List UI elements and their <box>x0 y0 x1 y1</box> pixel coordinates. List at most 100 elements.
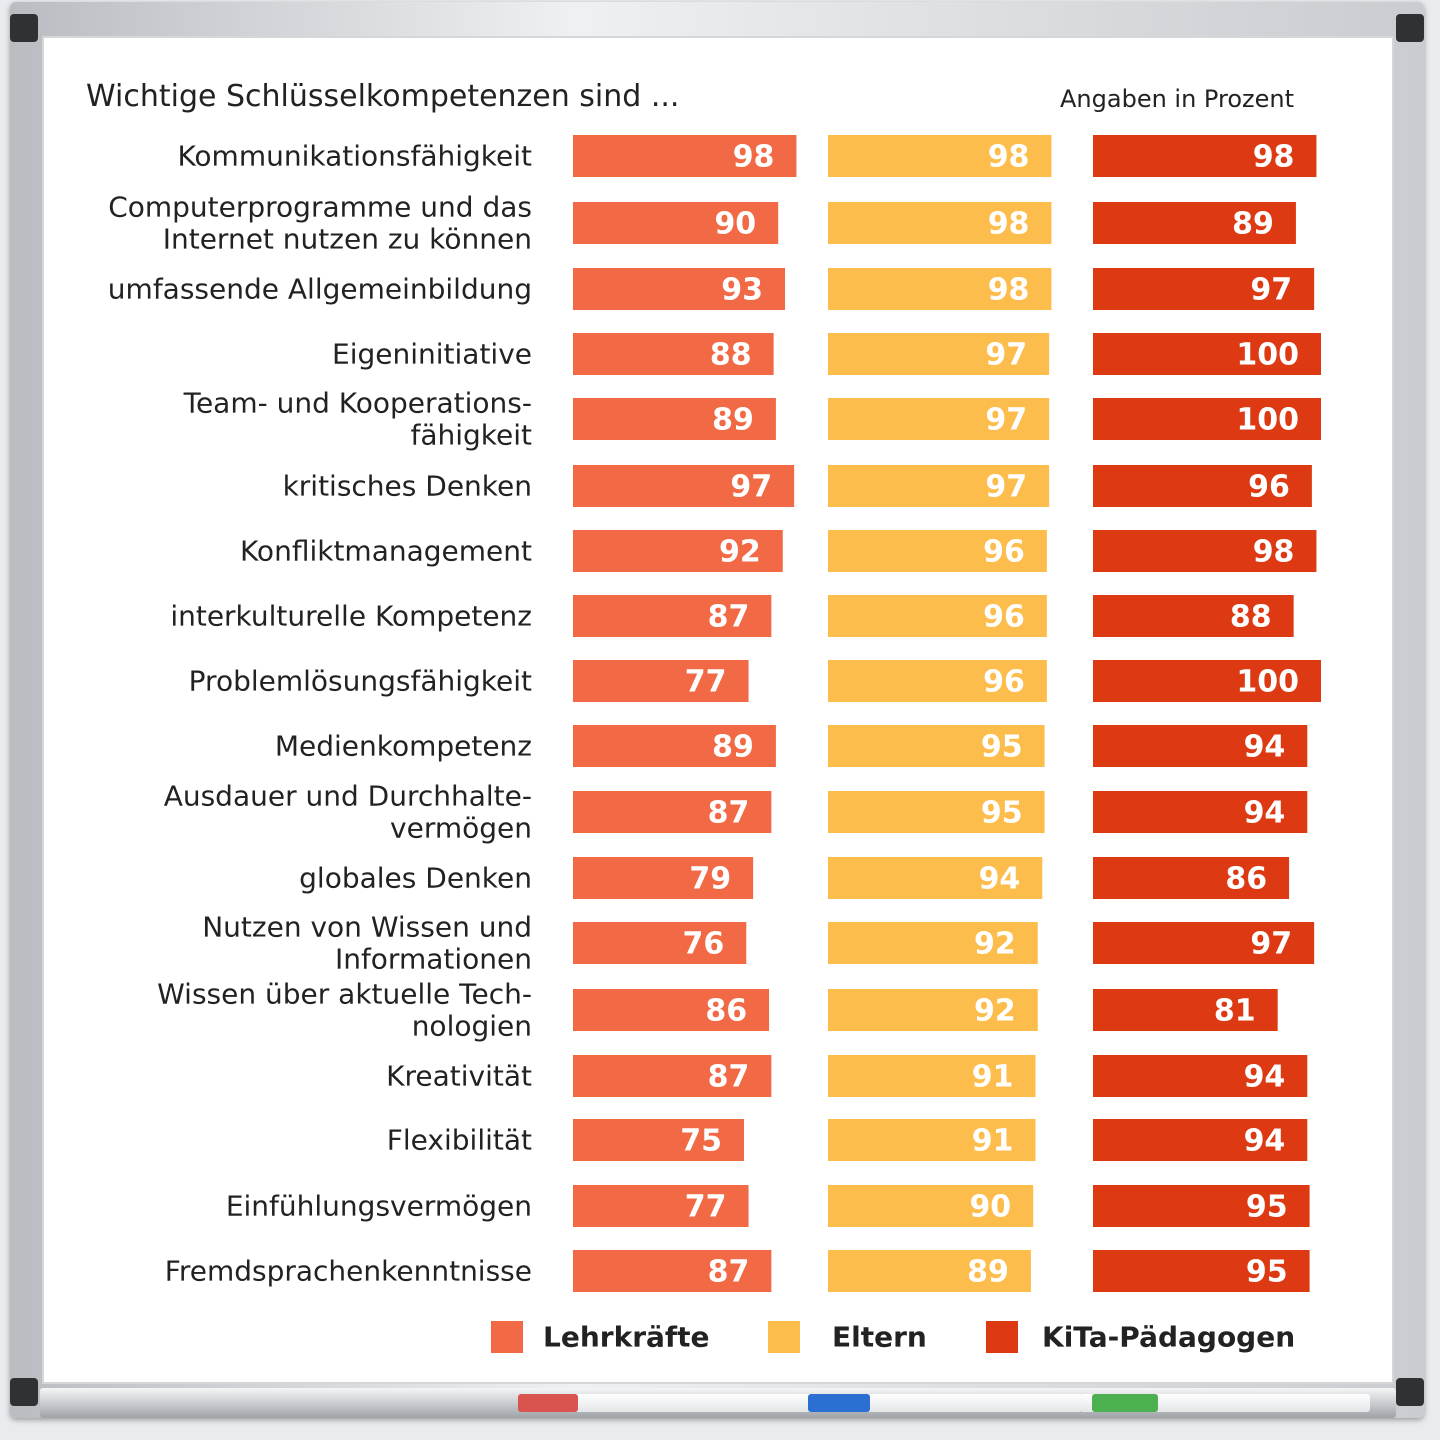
red-marker-cap <box>518 1394 578 1412</box>
category-label: globales Denken <box>299 862 532 895</box>
bar-lehrkr-fte <box>573 725 776 767</box>
legend: Lehrkräfte Eltern KiTa-Pädagogen <box>491 1321 1295 1354</box>
category-label: Ausdauer und Durchhalte- <box>164 780 532 813</box>
bar-value-label: 94 <box>1244 1060 1286 1095</box>
bar-value-label: 90 <box>714 207 756 242</box>
bar-value-label: 94 <box>1244 730 1286 765</box>
legend-swatch <box>768 1321 800 1353</box>
bar-value-label: 88 <box>1230 600 1272 635</box>
category-label: Nutzen von Wissen und <box>202 911 532 944</box>
category-label: vermögen <box>390 812 532 845</box>
chart-subtitle: Angaben in Prozent <box>1060 85 1294 113</box>
bar-lehrkr-fte <box>573 791 772 833</box>
category-label: fähigkeit <box>410 419 532 452</box>
bar-value-label: 89 <box>967 1255 1009 1290</box>
bar-kita-p-dagogen <box>1093 202 1296 244</box>
category-label: Flexibilität <box>387 1124 532 1157</box>
legend-label: KiTa-Pädagogen <box>1042 1321 1295 1354</box>
bar-value-label: 79 <box>689 862 731 897</box>
bar-eltern <box>828 595 1047 637</box>
bar-lehrkr-fte <box>573 1055 772 1097</box>
bar-kita-p-dagogen <box>1093 1250 1310 1292</box>
bar-lehrkr-fte <box>573 135 797 177</box>
bar-eltern <box>828 398 1050 440</box>
bar-lehrkr-fte <box>573 398 776 440</box>
bar-value-label: 86 <box>705 994 747 1029</box>
bar-value-label: 96 <box>983 535 1025 570</box>
bar-kita-p-dagogen <box>1093 135 1317 177</box>
legend-label: Lehrkräfte <box>543 1321 709 1354</box>
bar-eltern <box>828 660 1047 702</box>
bar-value-label: 96 <box>1248 470 1290 505</box>
bar-kita-p-dagogen <box>1093 725 1308 767</box>
bar-value-label: 87 <box>708 1255 750 1290</box>
bar-value-label: 97 <box>1250 927 1292 962</box>
bar-value-label: 94 <box>979 862 1021 897</box>
bar-eltern <box>828 1119 1036 1161</box>
bar-value-label: 96 <box>983 600 1025 635</box>
bar-lehrkr-fte <box>573 660 749 702</box>
frame-corner-top-right <box>1396 14 1424 42</box>
bar-kita-p-dagogen <box>1093 857 1290 899</box>
bar-kita-p-dagogen <box>1093 989 1278 1031</box>
bar-value-label: 77 <box>685 1190 727 1225</box>
bar-eltern <box>828 1250 1031 1292</box>
bar-eltern <box>828 725 1045 767</box>
bar-lehrkr-fte <box>573 922 747 964</box>
frame-corner-top-left <box>10 14 38 42</box>
bar-kita-p-dagogen <box>1093 530 1317 572</box>
bar-eltern <box>828 530 1047 572</box>
bar-value-label: 81 <box>1214 994 1256 1029</box>
category-label: Problemlösungsfähigkeit <box>189 665 532 698</box>
category-labels: Kommunikationsfähigkeit Computerprogramme… <box>108 140 532 1288</box>
category-label: Computerprogramme und das <box>108 191 532 224</box>
bar-value-label: 100 <box>1236 665 1299 700</box>
bar-lehrkr-fte <box>573 989 770 1031</box>
bar-eltern <box>828 857 1043 899</box>
bar-value-label: 92 <box>974 994 1016 1029</box>
legend-swatch <box>491 1321 523 1353</box>
bar-kita-p-dagogen <box>1093 1119 1308 1161</box>
bar-kita-p-dagogen <box>1093 791 1308 833</box>
red-marker <box>520 1394 800 1412</box>
category-label: Eigeninitiative <box>332 338 532 371</box>
bar-value-label: 96 <box>983 665 1025 700</box>
bar-kita-p-dagogen <box>1093 465 1312 507</box>
category-label: umfassende Allgemeinbildung <box>108 273 532 306</box>
category-label: Medienkompetenz <box>275 730 532 763</box>
bar-value-label: 86 <box>1225 862 1267 897</box>
category-label: Wissen über aktuelle Tech- <box>157 978 532 1011</box>
bar-value-label: 87 <box>708 600 750 635</box>
bar-kita-p-dagogen <box>1093 268 1315 310</box>
blue-marker-cap <box>808 1394 870 1412</box>
bar-value-label: 92 <box>974 927 1016 962</box>
bar-lehrkr-fte <box>573 1250 772 1292</box>
bar-value-label: 77 <box>685 665 727 700</box>
bar-eltern <box>828 989 1038 1031</box>
bar-value-label: 97 <box>985 470 1027 505</box>
bar-eltern <box>828 333 1050 375</box>
bar-eltern <box>828 202 1052 244</box>
bar-value-label: 97 <box>730 470 772 505</box>
bar-value-label: 76 <box>683 927 725 962</box>
category-label: Kommunikationsfähigkeit <box>177 140 532 173</box>
bar-value-label: 95 <box>981 796 1023 831</box>
bar-eltern <box>828 791 1045 833</box>
bar-value-label: 97 <box>985 403 1027 438</box>
category-label: Kreativität <box>386 1060 532 1093</box>
bar-kita-p-dagogen <box>1093 333 1321 375</box>
bar-value-label: 87 <box>708 1060 750 1095</box>
bar-lehrkr-fte <box>573 857 754 899</box>
bars-layer: 98 98 98 90 98 89 93 98 97 88 97 100 89 97 100 97 97 96 92… <box>573 135 1321 1292</box>
bar-value-label: 89 <box>1232 207 1274 242</box>
bar-lehrkr-fte <box>573 333 774 375</box>
bar-value-label: 93 <box>721 273 763 308</box>
bar-value-label: 94 <box>1244 1124 1286 1159</box>
bar-value-label: 89 <box>712 730 754 765</box>
bar-lehrkr-fte <box>573 1185 749 1227</box>
bar-eltern <box>828 268 1052 310</box>
category-label: Fremdsprachenkenntnisse <box>165 1255 532 1288</box>
bar-value-label: 88 <box>710 338 752 373</box>
bar-lehrkr-fte <box>573 268 786 310</box>
